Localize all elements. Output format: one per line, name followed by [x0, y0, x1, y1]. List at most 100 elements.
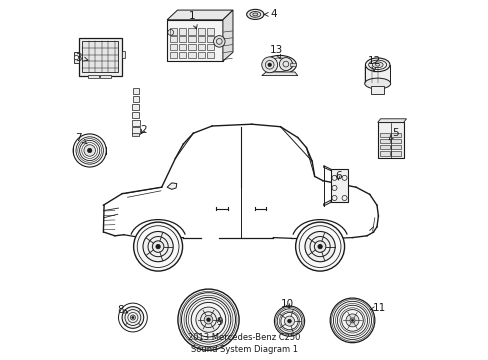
- Bar: [206, 44, 214, 50]
- Ellipse shape: [364, 78, 390, 89]
- Bar: [74, 52, 79, 63]
- Text: 2: 2: [140, 125, 147, 135]
- Bar: [289, 63, 296, 66]
- Polygon shape: [365, 65, 389, 84]
- Text: 12: 12: [366, 56, 380, 72]
- Bar: [132, 104, 139, 110]
- Text: 3: 3: [76, 53, 88, 63]
- Bar: [377, 122, 403, 158]
- Bar: [167, 20, 223, 61]
- Circle shape: [206, 318, 210, 321]
- Bar: [379, 145, 389, 149]
- Circle shape: [295, 222, 344, 271]
- Bar: [179, 28, 186, 35]
- Bar: [206, 36, 214, 42]
- Bar: [79, 38, 122, 76]
- Bar: [188, 52, 195, 58]
- Circle shape: [274, 306, 304, 336]
- Polygon shape: [377, 119, 406, 122]
- Bar: [132, 120, 139, 126]
- Bar: [169, 28, 177, 35]
- Polygon shape: [323, 200, 330, 206]
- Text: 13: 13: [270, 45, 283, 59]
- Circle shape: [213, 36, 224, 47]
- Circle shape: [284, 316, 294, 326]
- Text: 11: 11: [369, 303, 386, 313]
- Polygon shape: [323, 166, 330, 171]
- Ellipse shape: [246, 9, 264, 19]
- Bar: [330, 169, 347, 202]
- Circle shape: [133, 222, 182, 271]
- Circle shape: [317, 244, 322, 249]
- Circle shape: [152, 241, 163, 252]
- Circle shape: [122, 307, 143, 328]
- Circle shape: [142, 231, 173, 262]
- Bar: [132, 112, 139, 118]
- Text: 6: 6: [334, 171, 341, 181]
- Polygon shape: [261, 72, 297, 76]
- Circle shape: [346, 314, 358, 327]
- Bar: [82, 41, 118, 72]
- Bar: [197, 28, 204, 35]
- Text: 1: 1: [188, 11, 197, 29]
- Circle shape: [84, 145, 95, 156]
- Ellipse shape: [252, 13, 257, 16]
- Circle shape: [287, 319, 291, 323]
- Bar: [206, 52, 214, 58]
- Bar: [197, 52, 204, 58]
- Bar: [169, 36, 177, 42]
- Bar: [132, 133, 139, 136]
- Circle shape: [196, 307, 221, 332]
- Circle shape: [351, 319, 353, 321]
- Polygon shape: [223, 10, 232, 61]
- Bar: [169, 52, 177, 58]
- Circle shape: [329, 298, 374, 343]
- Bar: [370, 86, 384, 94]
- Text: 7: 7: [76, 132, 87, 144]
- Bar: [188, 36, 195, 42]
- Bar: [188, 44, 195, 50]
- Circle shape: [267, 63, 271, 67]
- Text: 4: 4: [264, 9, 276, 19]
- Circle shape: [87, 148, 92, 153]
- Bar: [179, 44, 186, 50]
- Bar: [132, 96, 139, 102]
- Polygon shape: [167, 183, 177, 189]
- Text: 10: 10: [281, 299, 294, 309]
- Bar: [379, 139, 389, 143]
- Circle shape: [74, 55, 79, 60]
- Circle shape: [314, 241, 325, 252]
- Bar: [379, 133, 389, 137]
- Bar: [88, 75, 99, 78]
- Polygon shape: [167, 10, 232, 20]
- Bar: [132, 127, 140, 134]
- Bar: [379, 151, 389, 156]
- Circle shape: [204, 315, 212, 324]
- Bar: [390, 133, 401, 137]
- Circle shape: [349, 318, 354, 323]
- Circle shape: [132, 316, 134, 319]
- Circle shape: [178, 289, 239, 350]
- Bar: [197, 36, 204, 42]
- Text: 8: 8: [117, 305, 127, 315]
- Circle shape: [73, 134, 106, 167]
- Circle shape: [261, 57, 277, 73]
- Circle shape: [305, 231, 335, 262]
- Bar: [390, 145, 401, 149]
- Bar: [390, 139, 401, 143]
- Circle shape: [130, 315, 135, 320]
- Bar: [101, 75, 111, 78]
- Bar: [197, 44, 204, 50]
- Text: 2013 Mercedes-Benz C250
Sound System Diagram 1: 2013 Mercedes-Benz C250 Sound System Dia…: [188, 333, 300, 354]
- Text: 5: 5: [388, 128, 398, 140]
- Ellipse shape: [371, 62, 382, 68]
- Bar: [188, 28, 195, 35]
- Circle shape: [279, 58, 292, 71]
- Text: 9: 9: [216, 317, 222, 327]
- Bar: [206, 28, 214, 35]
- Ellipse shape: [365, 58, 389, 72]
- Circle shape: [156, 244, 160, 249]
- Ellipse shape: [263, 55, 296, 74]
- Bar: [179, 52, 186, 58]
- Bar: [132, 88, 139, 94]
